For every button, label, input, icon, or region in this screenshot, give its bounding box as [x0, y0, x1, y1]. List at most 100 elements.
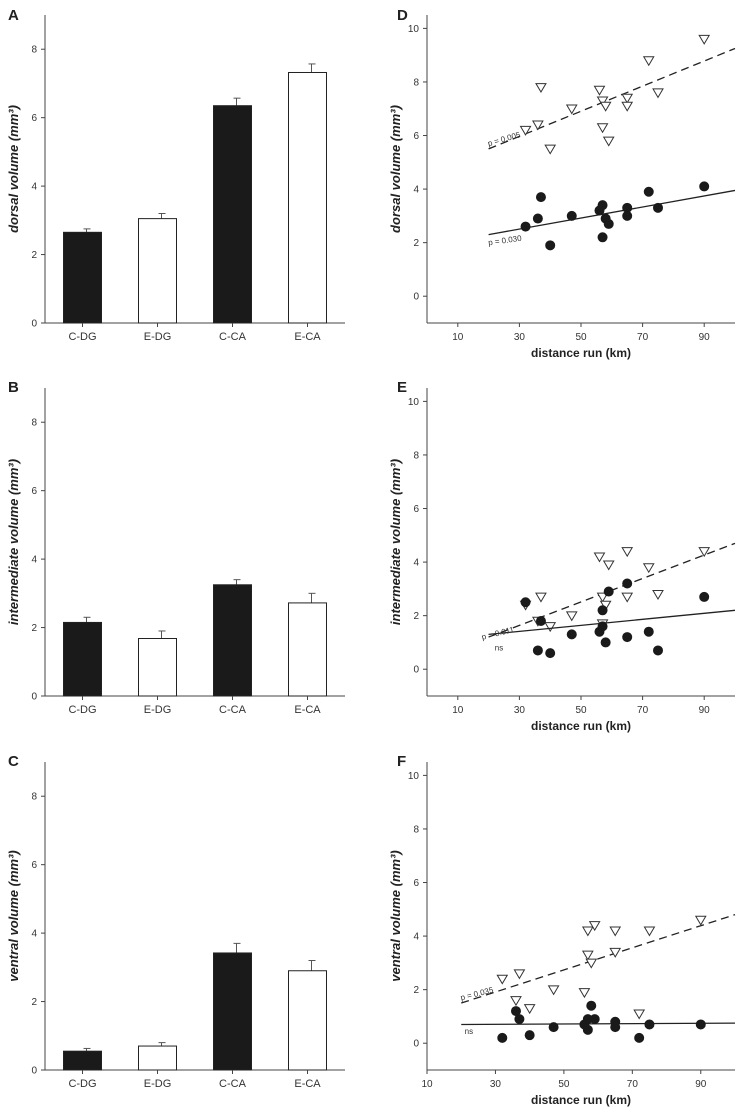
- x-tick-label: 90: [695, 1079, 707, 1090]
- data-point-circle: [524, 1030, 535, 1041]
- data-point-triangle: [694, 915, 707, 926]
- data-point-circle: [497, 1032, 508, 1043]
- panel-f: F 0 2 4 6 8 10 ventral volume (mm³) 10 30 50 70 90 di…: [388, 753, 736, 1107]
- y-tick-label: 0: [31, 692, 37, 703]
- annotation-label: ns: [495, 643, 503, 652]
- data-point-triangle: [609, 926, 622, 937]
- y-tick-label: 0: [31, 319, 37, 330]
- data-point-circle: [514, 1014, 525, 1025]
- data-point-circle: [535, 192, 546, 203]
- fit-line-solid: [488, 609, 736, 636]
- x-axis-title: distance run (km): [531, 719, 631, 733]
- data-point-circle: [597, 605, 608, 616]
- panel-letter: A: [8, 7, 19, 24]
- data-point-triangle: [565, 104, 578, 115]
- panel-c: C 0 2 4 6 8 ventral volume (mm³) C-DG E-DG C-CA E-…: [6, 753, 345, 1090]
- x-tick-label: C-CA: [219, 704, 247, 716]
- data-point-triangle: [535, 83, 547, 94]
- y-tick-label: 4: [31, 929, 37, 940]
- data-point-triangle: [652, 589, 664, 600]
- data-point-circle: [566, 629, 577, 640]
- data-point-triangle: [581, 926, 594, 937]
- y-tick-label: 6: [31, 113, 37, 124]
- data-point-triangle: [593, 85, 606, 96]
- annotation-label: ns: [465, 1027, 473, 1036]
- data-point-triangle: [596, 592, 609, 603]
- y-tick-label: 0: [413, 292, 419, 303]
- data-point-triangle: [544, 622, 557, 633]
- annotation-label: p = 0.005: [487, 130, 522, 148]
- y-tick-label: 2: [31, 250, 37, 261]
- x-tick-label: 10: [421, 1079, 433, 1090]
- x-tick-label: 70: [637, 332, 649, 343]
- y-axis-title: dorsal volume (mm³): [6, 105, 21, 233]
- data-point-circle: [603, 218, 614, 229]
- series-triangle: [488, 34, 736, 155]
- x-tick-label: E-DG: [144, 331, 172, 343]
- data-point-triangle: [547, 985, 560, 996]
- y-tick-label: 4: [31, 182, 37, 193]
- x-tick-label: 30: [514, 332, 526, 343]
- y-tick-label: 2: [413, 238, 419, 249]
- data-point-triangle: [585, 958, 598, 969]
- data-point-circle: [548, 1022, 559, 1033]
- data-point-triangle: [596, 123, 609, 134]
- data-point-circle: [699, 181, 710, 192]
- y-tick-label: 10: [408, 771, 420, 782]
- y-tick-label: 2: [31, 997, 37, 1008]
- data-point-circle: [644, 1019, 655, 1030]
- data-point-triangle: [599, 101, 612, 112]
- data-point-triangle: [633, 1009, 646, 1020]
- data-point-triangle: [652, 88, 664, 99]
- data-point-triangle: [698, 547, 711, 558]
- data-point-triangle: [544, 144, 557, 155]
- y-axis-title: ventral volume (mm³): [388, 850, 403, 981]
- annotation-label: p = 0.030: [488, 234, 523, 248]
- series-triangle: [461, 914, 736, 1020]
- x-tick-label: 70: [627, 1079, 639, 1090]
- x-tick-label: 10: [452, 332, 464, 343]
- x-tick-label: C-DG: [68, 704, 96, 716]
- data-point-circle: [535, 616, 546, 627]
- data-point-circle: [622, 210, 633, 221]
- annotation-label: p = 0.011: [481, 625, 516, 642]
- data-point-circle: [653, 645, 663, 656]
- data-point-triangle: [642, 56, 655, 67]
- panel-e: E 0 2 4 6 8 10 intermediate volume (mm³) 10 30 50 7…: [388, 379, 736, 733]
- x-tick-label: C-DG: [68, 331, 96, 343]
- y-tick-label: 2: [31, 623, 37, 634]
- fit-line-solid: [461, 1022, 736, 1026]
- x-tick-label: C-CA: [219, 1078, 247, 1090]
- data-point-triangle: [596, 96, 609, 107]
- y-tick-label: 4: [413, 185, 419, 196]
- bar-e-ca: [288, 602, 327, 697]
- bar-e-ca: [288, 71, 327, 324]
- panel-b: B 0 2 4 6 8 intermediate volume (mm³) C-DG E-DG C…: [6, 379, 345, 716]
- data-point-circle: [597, 200, 608, 211]
- data-point-circle: [600, 637, 611, 648]
- bar-c-dg: [63, 1050, 102, 1071]
- data-point-circle: [545, 648, 556, 659]
- data-point-triangle: [593, 552, 606, 563]
- x-tick-label: 10: [452, 705, 464, 716]
- data-point-triangle: [581, 950, 594, 961]
- x-tick-label: C-CA: [219, 331, 247, 343]
- data-point-triangle: [565, 611, 578, 622]
- data-point-triangle: [496, 974, 509, 985]
- x-tick-label: 90: [699, 705, 711, 716]
- data-point-circle: [586, 1000, 597, 1011]
- data-point-triangle: [621, 592, 634, 603]
- data-point-circle: [695, 1019, 706, 1030]
- data-point-triangle: [578, 988, 591, 999]
- data-point-circle: [589, 1014, 600, 1025]
- data-point-circle: [653, 202, 663, 213]
- y-tick-label: 8: [413, 824, 419, 835]
- data-point-triangle: [642, 563, 655, 574]
- y-tick-label: 2: [413, 611, 419, 622]
- bar-c-ca: [213, 584, 252, 697]
- data-point-triangle: [698, 34, 711, 45]
- x-tick-label: 50: [558, 1079, 570, 1090]
- data-point-triangle: [602, 136, 615, 147]
- series-circle: [461, 1000, 736, 1043]
